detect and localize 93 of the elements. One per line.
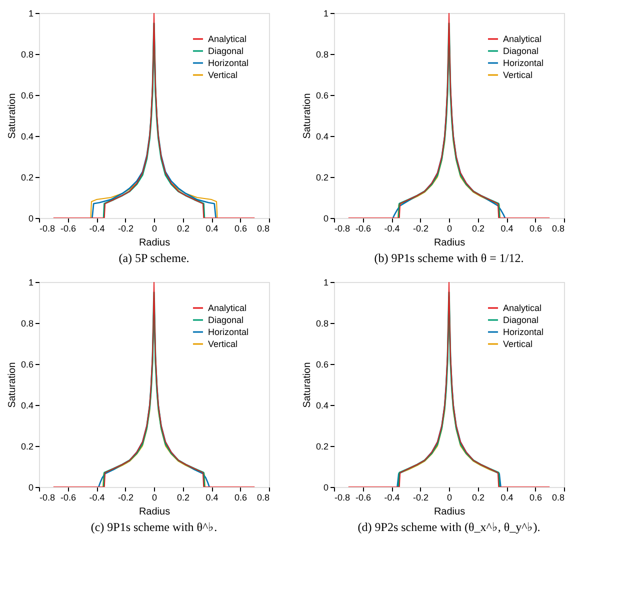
y-tick-label: 1 — [323, 278, 328, 288]
x-tick-label: -0.4 — [384, 492, 400, 502]
x-tick-label: -0.4 — [89, 492, 105, 502]
line-series — [102, 22, 206, 218]
x-tick-label: 0.4 — [206, 492, 218, 502]
x-tick-label: -0.6 — [60, 492, 76, 502]
x-tick-label: -0.2 — [412, 224, 429, 234]
x-tick-label: -0.8 — [40, 492, 56, 502]
x-tick-label: 0.8 — [552, 224, 564, 234]
x-tick-label: -0.6 — [60, 224, 76, 234]
text: (c) 9P1s scheme with θ^♭. — [90, 520, 218, 534]
y-tick-label: 0 — [28, 214, 34, 224]
y-tick-label: 0.6 — [316, 360, 328, 370]
y-tick-label: 0 — [28, 482, 34, 492]
legend-label: Vertical — [503, 70, 533, 80]
x-tick-label: 0.8 — [256, 224, 270, 234]
x-tick-label: 0 — [446, 224, 452, 234]
x-axis-title: Radius — [434, 238, 466, 248]
x-tick-label: 0.8 — [552, 492, 564, 502]
legend-label: Vertical — [208, 70, 238, 80]
x-tick-label: -0.8 — [334, 224, 350, 234]
y-tick-label: 0.8 — [20, 318, 34, 328]
y-tick-label: 1 — [28, 278, 34, 288]
x-tick-label: 0.4 — [500, 492, 514, 502]
y-tick-label: 0 — [323, 214, 328, 224]
y-tick-label: 0.6 — [20, 90, 34, 100]
legend-label: Diagonal — [208, 315, 244, 325]
y-tick-label: 0.6 — [20, 360, 34, 370]
x-tick-label: -0.6 — [355, 492, 372, 502]
y-axis-title: Saturation — [302, 93, 313, 139]
legend-label: Diagonal — [503, 315, 539, 325]
legend-label: Vertical — [503, 339, 533, 349]
line-series — [348, 282, 550, 487]
x-tick-label: -0.8 — [40, 224, 56, 234]
x-tick-label: 0.2 — [176, 224, 190, 234]
y-tick-label: 0 — [323, 482, 328, 492]
x-tick-label: 0.6 — [529, 492, 542, 502]
y-axis-title: Saturation — [6, 93, 18, 139]
x-tick-label: -0.2 — [118, 224, 134, 234]
legend-label: Horizontal — [208, 327, 249, 337]
y-tick-label: 0.8 — [20, 50, 34, 60]
x-tick-label: -0.6 — [355, 224, 372, 234]
line-series — [52, 13, 256, 218]
legend-label: Horizontal — [503, 58, 544, 68]
x-tick-label: -0.4 — [384, 224, 400, 234]
legend-label: Horizontal — [208, 58, 249, 68]
legend-label: Analytical — [208, 303, 247, 313]
y-tick-label: 1 — [28, 8, 34, 18]
text: (a) 5P scheme. — [118, 251, 190, 265]
y-tick-label: 0.2 — [316, 442, 328, 452]
x-tick-label: 0.2 — [472, 224, 485, 234]
x-tick-label: 0.6 — [234, 224, 248, 234]
x-axis-title: Radius — [138, 506, 170, 518]
x-tick-label: 0.4 — [500, 224, 514, 234]
x-tick-label: 0.2 — [472, 492, 485, 502]
y-axis-title: Saturation — [6, 362, 18, 408]
y-tick-label: 0.4 — [316, 400, 328, 410]
x-tick-label: -0.2 — [412, 492, 429, 502]
legend-label: Analytical — [503, 303, 542, 313]
y-tick-label: 0.2 — [20, 172, 34, 182]
y-tick-label: 1 — [323, 8, 328, 18]
line-series — [52, 282, 256, 487]
x-tick-label: 0 — [152, 224, 158, 234]
x-tick-label: -0.2 — [118, 492, 134, 502]
text: (b) 9P1s scheme with θ = 1/12. — [374, 251, 524, 265]
legend-label: Horizontal — [503, 327, 544, 337]
x-tick-label: -0.8 — [334, 492, 350, 502]
y-tick-label: 0.2 — [316, 172, 328, 182]
legend-label: Vertical — [208, 339, 238, 349]
y-tick-label: 0.6 — [316, 90, 328, 100]
legend-label: Diagonal — [503, 46, 539, 56]
x-tick-label: -0.4 — [89, 224, 105, 234]
x-tick-label: 0 — [446, 492, 452, 502]
x-tick-label: 0.6 — [234, 492, 248, 502]
y-tick-label: 0.2 — [20, 442, 34, 452]
x-tick-label: 0.4 — [206, 224, 218, 234]
x-tick-label: 0.6 — [529, 224, 542, 234]
text: (d) 9P2s scheme with (θ_x^♭, θ_y^♭). — [358, 520, 540, 534]
y-tick-label: 0.4 — [20, 132, 34, 142]
x-tick-label: 0 — [152, 492, 158, 502]
y-tick-label: 0.4 — [20, 400, 34, 410]
line-series — [348, 13, 550, 218]
y-tick-label: 0.4 — [316, 132, 328, 142]
y-tick-label: 0.8 — [316, 50, 328, 60]
x-tick-label: 0.8 — [256, 492, 270, 502]
y-tick-label: 0.8 — [316, 318, 328, 328]
legend-label: Diagonal — [208, 46, 244, 56]
legend-label: Analytical — [503, 34, 542, 44]
x-axis-title: Radius — [434, 506, 466, 518]
legend-label: Analytical — [208, 34, 247, 44]
x-axis-title: Radius — [138, 238, 170, 248]
y-axis-title: Saturation — [302, 362, 313, 408]
x-tick-label: 0.2 — [176, 492, 190, 502]
